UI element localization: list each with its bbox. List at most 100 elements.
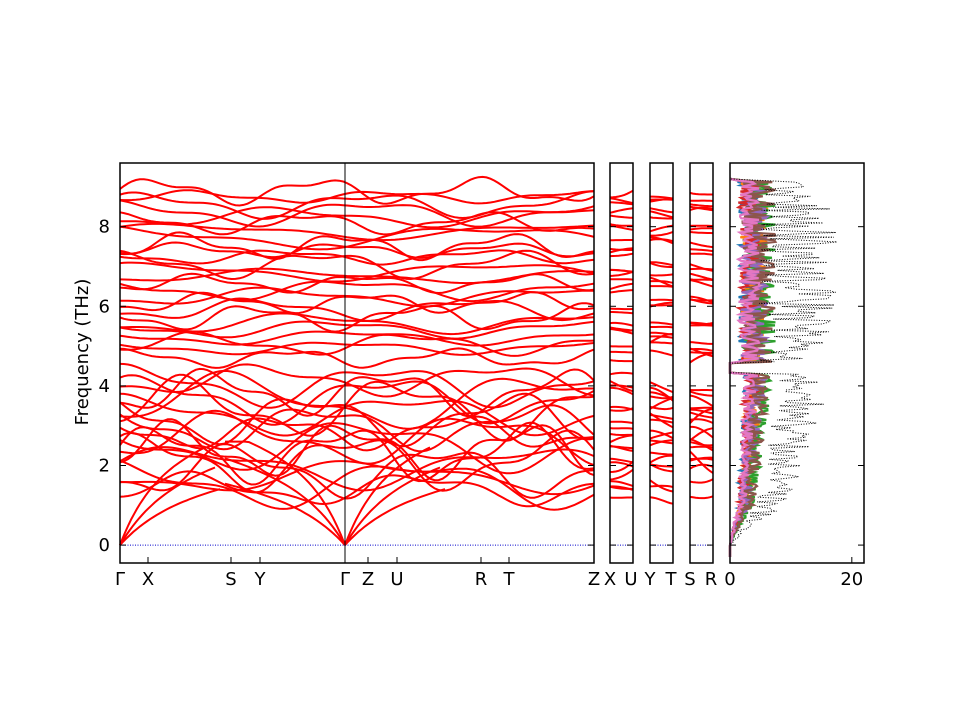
band-line (119, 409, 595, 467)
band-line (649, 439, 674, 445)
band-line (689, 445, 714, 449)
band-line (119, 272, 595, 295)
band-line (689, 191, 713, 196)
band-line (119, 392, 595, 448)
band-line (119, 429, 595, 494)
band-line (609, 207, 634, 214)
band-line (689, 495, 714, 500)
x-tick-label: R (475, 569, 488, 590)
band-line (689, 279, 714, 288)
band-line (689, 227, 714, 231)
band-line (119, 422, 595, 475)
band-line (649, 429, 674, 440)
y-tick-label: 8 (99, 217, 110, 238)
band-line (610, 311, 634, 315)
band-line (650, 285, 674, 288)
band-structure-lines (119, 175, 714, 546)
band-line (609, 223, 634, 227)
x-tick-label: U (390, 569, 403, 590)
band-line (689, 408, 714, 415)
band-line (689, 267, 714, 271)
band-line (689, 278, 714, 282)
band-line (119, 206, 595, 229)
x-tick-label: R (705, 569, 718, 590)
band-line (609, 380, 634, 393)
band-line (650, 261, 674, 266)
band-line (689, 341, 713, 345)
band-panel-2 (609, 189, 634, 546)
x-tick-label: Y (644, 569, 657, 590)
band-line (119, 374, 595, 426)
band-line (609, 321, 634, 327)
band-line (119, 363, 595, 398)
band-line (609, 405, 634, 411)
band-line (119, 446, 595, 492)
band-line (610, 386, 634, 396)
band-panel-1 (119, 175, 595, 546)
band-line (649, 298, 674, 302)
band-line (609, 307, 634, 311)
band-line (610, 480, 634, 487)
band-line (650, 321, 674, 326)
band-line (650, 230, 674, 237)
band-line (610, 350, 634, 354)
band-line (119, 341, 595, 356)
acoustic-branch (344, 488, 446, 546)
band-line (609, 328, 634, 332)
band-line (689, 231, 714, 235)
band-line (689, 252, 714, 256)
band-line (119, 369, 594, 430)
band-line (609, 224, 634, 231)
band-line (609, 444, 634, 452)
band-line (649, 280, 674, 284)
band-line (119, 175, 595, 207)
band-line (119, 249, 595, 266)
band-line (609, 427, 634, 430)
band-line (689, 394, 714, 408)
band-line (119, 199, 595, 228)
band-line (649, 418, 674, 424)
band-panel-frame (609, 162, 634, 564)
acoustic-branch (119, 466, 216, 546)
band-line (649, 454, 674, 464)
band-line (689, 406, 714, 410)
band-line (689, 321, 714, 326)
band-line (609, 420, 634, 424)
band-line (609, 270, 634, 277)
band-line (609, 359, 633, 363)
band-line (689, 203, 714, 208)
y-tick-label: 6 (99, 296, 110, 317)
band-line (649, 391, 674, 400)
band-line (609, 252, 634, 258)
band-line (119, 392, 595, 437)
band-line (119, 189, 595, 205)
band-line (690, 457, 714, 461)
band-line (609, 433, 633, 436)
band-line (689, 352, 714, 364)
x-tick-label: T (503, 569, 516, 590)
band-line (690, 425, 714, 439)
band-line (689, 418, 714, 424)
band-line (609, 268, 634, 273)
band-line (649, 207, 674, 214)
band-line (609, 434, 634, 444)
band-line (609, 485, 634, 491)
band-line (119, 330, 595, 347)
band-line (650, 325, 674, 329)
band-line (649, 484, 674, 488)
band-panel-frame (649, 162, 674, 564)
acoustic-branch (119, 446, 206, 546)
x-tick-label: Γ (115, 569, 125, 590)
band-line (119, 190, 595, 220)
acoustic-branch (225, 440, 346, 546)
band-line (649, 496, 674, 505)
dos-curves (728, 177, 837, 557)
band-line (119, 297, 595, 322)
band-line (649, 463, 674, 468)
dos-x-tick-label: 0 (724, 569, 735, 590)
dos-panel-frame (729, 162, 865, 564)
band-line (609, 214, 634, 219)
band-line (689, 478, 714, 484)
band-line (649, 451, 674, 456)
